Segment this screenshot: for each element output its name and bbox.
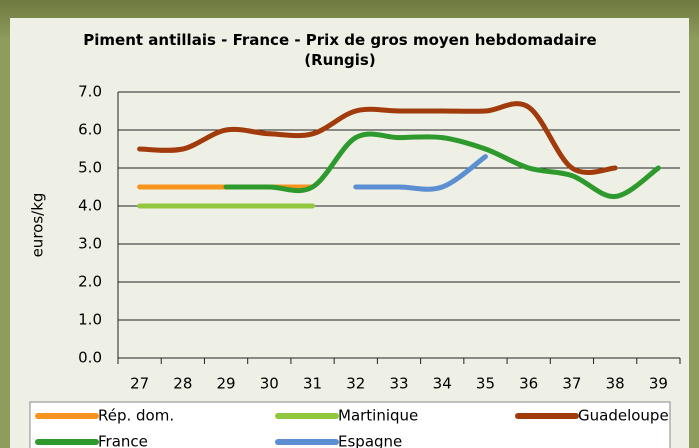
y-tick-label: 6.0 — [78, 121, 102, 139]
y-tick-label: 7.0 — [78, 83, 102, 101]
line-series — [353, 154, 488, 192]
legend-label: Rép. dom. — [98, 407, 174, 425]
x-tick-label: 39 — [649, 375, 668, 393]
line-series — [137, 101, 618, 175]
x-tick-label: 28 — [173, 375, 192, 393]
legend-label: France — [98, 433, 148, 448]
x-tick-label: 31 — [303, 375, 322, 393]
chart-title: Piment antillais - France - Prix de gros… — [83, 31, 597, 69]
x-tick-label: 33 — [389, 375, 408, 393]
legend-box — [29, 401, 671, 448]
y-tick-label: 4.0 — [78, 197, 102, 215]
legend-label: Guadeloupe — [578, 407, 669, 425]
y-tick-label: 1.0 — [78, 311, 102, 329]
x-tick-label: 27 — [130, 375, 149, 393]
line-series — [223, 131, 661, 199]
x-tick-label: 34 — [433, 375, 452, 393]
x-tick-label: 36 — [519, 375, 538, 393]
y-tick-label: 5.0 — [78, 159, 102, 177]
legend-label: Martinique — [338, 407, 418, 425]
x-tick-label: 30 — [260, 375, 279, 393]
y-axis-label: euros/kg — [29, 193, 47, 258]
y-tick-label: 3.0 — [78, 235, 102, 253]
legend-label: Espagne — [338, 433, 402, 448]
y-tick-label: 0.0 — [78, 349, 102, 367]
x-tick-label: 38 — [606, 375, 625, 393]
x-tick-label: 35 — [476, 375, 495, 393]
x-tick-label: 32 — [346, 375, 365, 393]
y-tick-label: 2.0 — [78, 273, 102, 291]
panel — [10, 18, 689, 448]
x-tick-label: 37 — [562, 375, 581, 393]
x-tick-label: 29 — [217, 375, 236, 393]
